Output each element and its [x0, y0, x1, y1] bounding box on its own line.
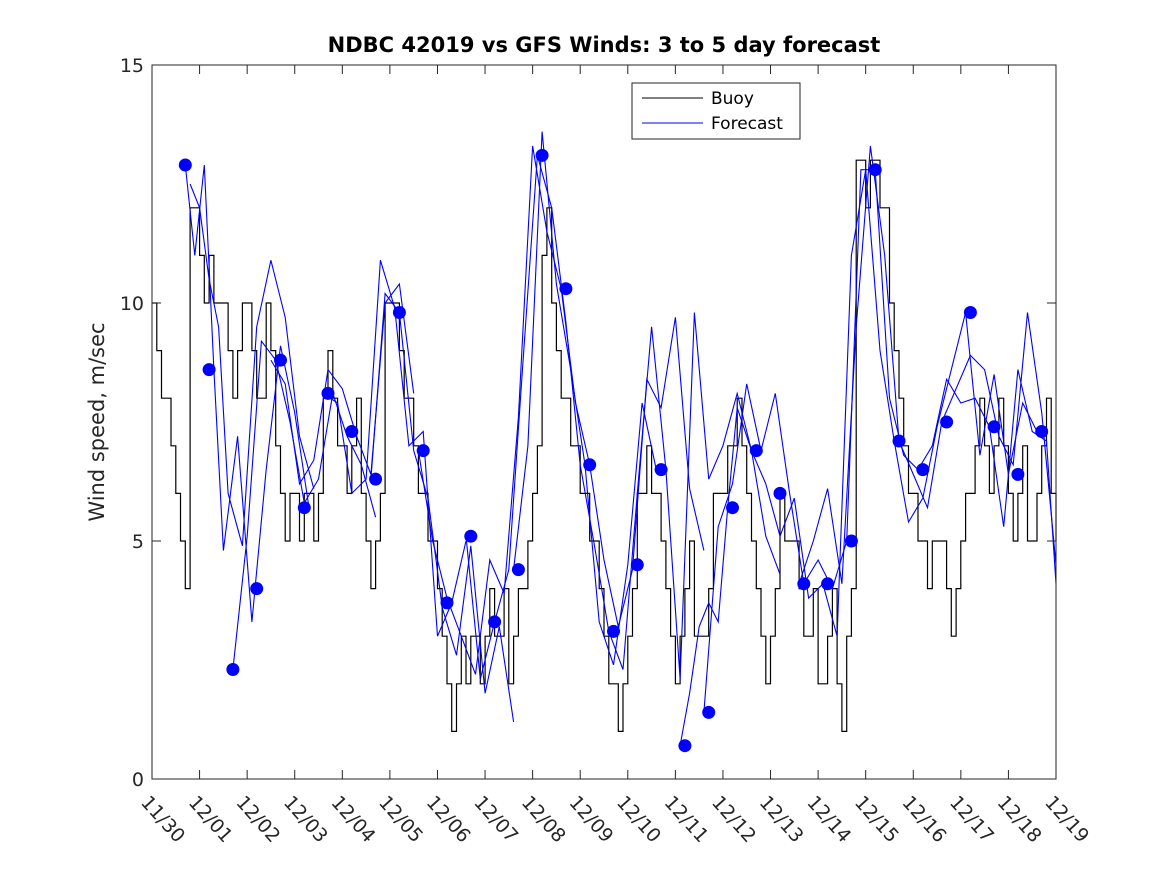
- forecast-marker: [1035, 425, 1049, 438]
- forecast-run-12: [679, 407, 781, 746]
- forecast-run-11: [608, 312, 753, 680]
- forecast-marker: [678, 739, 692, 753]
- forecast-marker: [987, 420, 1001, 434]
- legend-forecast-label: Forecast: [711, 114, 783, 134]
- y-axis-label: Wind speed, m/sec: [85, 322, 109, 521]
- forecast-marker: [345, 425, 359, 438]
- forecast-marker: [726, 501, 739, 515]
- forecast-marker: [892, 434, 906, 448]
- forecast-marker: [464, 529, 478, 543]
- forecast-marker: [297, 501, 311, 515]
- forecast-run-7: [417, 145, 562, 675]
- forecast-marker: [844, 534, 858, 548]
- forecast-run-10: [560, 288, 705, 627]
- forecast-marker: [202, 363, 216, 377]
- legend-buoy-label: Buoy: [711, 89, 754, 109]
- forecast-run-4: [270, 282, 415, 486]
- forecast-marker: [440, 596, 454, 610]
- forecast-marker: [773, 486, 787, 500]
- y-tick-label: 10: [120, 293, 144, 315]
- forecast-marker: [749, 444, 763, 458]
- forecast-markers: [178, 148, 1049, 753]
- forecast-marker: [535, 148, 549, 162]
- forecast-marker: [1011, 467, 1025, 481]
- plot-area: [152, 65, 1056, 779]
- forecast-marker: [511, 563, 525, 577]
- y-axis-ticks: 0 5 10 15: [120, 55, 1056, 791]
- forecast-run-18: [941, 312, 1057, 565]
- forecast-marker: [654, 463, 668, 477]
- forecast-marker: [702, 705, 716, 719]
- y-tick-label: 15: [120, 55, 144, 77]
- chart-title: NDBC 42019 vs GFS Winds: 3 to 5 day fore…: [328, 33, 881, 57]
- forecast-run-2: [189, 183, 315, 546]
- forecast-run-6: [370, 292, 515, 722]
- forecast-marker: [607, 624, 620, 638]
- y-tick-label: 5: [132, 531, 144, 553]
- forecast-marker: [369, 472, 383, 486]
- plot-frame: [151, 64, 1057, 780]
- forecast-marker: [630, 558, 644, 572]
- forecast-marker: [226, 663, 240, 676]
- forecast-marker: [797, 577, 811, 591]
- forecast-run-1: [184, 164, 310, 622]
- forecast-run-13: [703, 383, 848, 713]
- forecast-marker: [916, 463, 930, 477]
- forecast-marker: [392, 306, 406, 319]
- forecast-marker: [963, 306, 977, 319]
- forecast-run-19: [988, 369, 1057, 584]
- legend: Buoy Forecast: [631, 82, 801, 140]
- forecast-run-15: [798, 145, 943, 584]
- forecast-run-5: [322, 260, 467, 637]
- forecast-marker: [250, 582, 264, 596]
- forecast-marker: [274, 353, 287, 367]
- forecast-marker: [940, 415, 954, 429]
- forecast-marker: [488, 615, 502, 629]
- forecast-marker: [583, 458, 597, 472]
- legend-box: [631, 82, 801, 140]
- forecast-marker: [321, 386, 335, 400]
- y-tick-label: 0: [132, 769, 144, 791]
- forecast-marker: [416, 444, 430, 458]
- forecast-marker: [821, 577, 835, 591]
- forecast-marker: [559, 282, 573, 296]
- forecast-marker: [868, 163, 882, 177]
- forecast-marker: [178, 158, 192, 172]
